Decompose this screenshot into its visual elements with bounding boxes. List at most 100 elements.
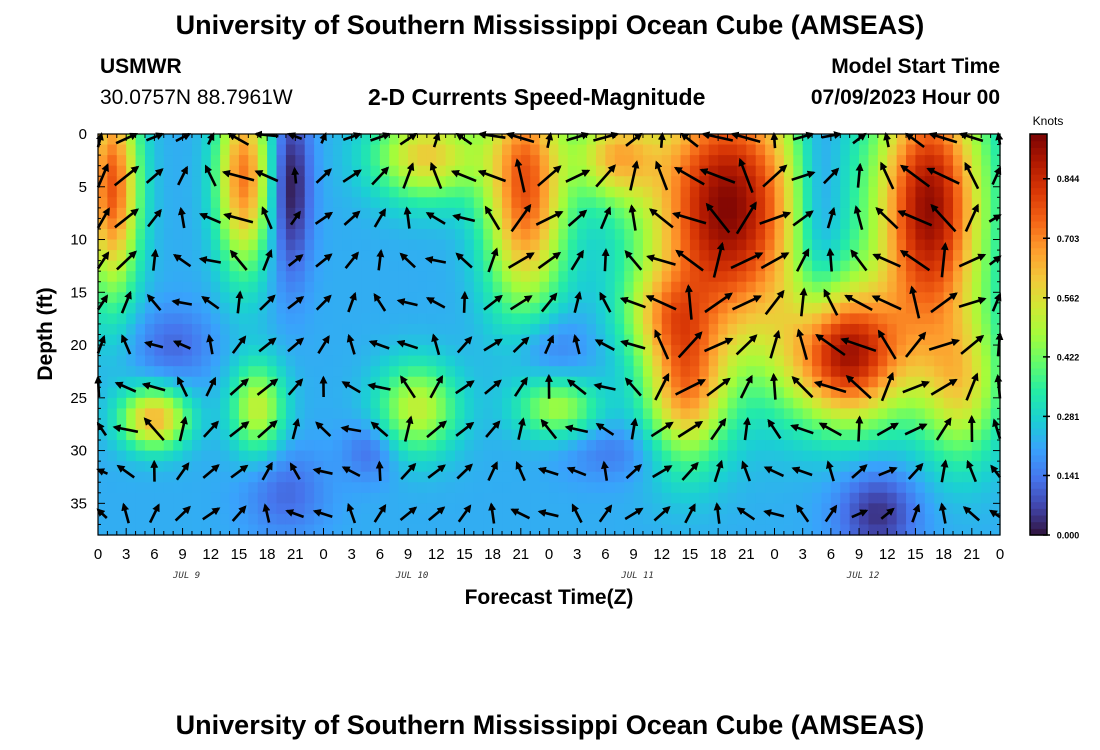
heatmap-cell <box>210 292 221 304</box>
heatmap-cell <box>314 165 325 177</box>
heatmap-cell <box>906 461 917 473</box>
heatmap-cell <box>511 292 522 304</box>
heatmap-cell <box>238 281 249 293</box>
heatmap-cell <box>332 429 343 441</box>
current-vector <box>455 252 473 269</box>
heatmap-cell <box>915 313 926 325</box>
heatmap-cell <box>304 376 315 388</box>
heatmap-cell <box>718 429 729 441</box>
heatmap-cell <box>483 302 494 314</box>
heatmap-cell <box>652 418 663 431</box>
heatmap-cell <box>859 323 870 336</box>
heatmap-cell <box>520 387 531 399</box>
heatmap-cell <box>549 503 559 515</box>
heatmap-cell <box>502 144 513 156</box>
heatmap-cell <box>605 334 616 346</box>
heatmap-cell <box>473 471 484 483</box>
heatmap-cell <box>455 239 466 251</box>
colorbar-tick-label: 0.141 <box>1057 471 1080 481</box>
heatmap-cell <box>116 186 127 198</box>
heatmap-cell <box>116 471 127 483</box>
current-vector <box>652 465 673 479</box>
heatmap-cell <box>332 239 343 251</box>
heatmap-cell <box>971 366 982 378</box>
heatmap-cell <box>116 292 127 304</box>
heatmap-cell <box>304 440 315 452</box>
heatmap-cell <box>971 197 982 209</box>
current-vector <box>958 253 987 268</box>
heatmap-cell <box>567 281 578 293</box>
heatmap-cell <box>699 355 710 367</box>
heatmap-cell <box>642 408 653 420</box>
heatmap-cell <box>210 482 221 494</box>
heatmap-cell <box>238 271 249 283</box>
heatmap-cell <box>107 334 118 346</box>
heatmap-cell <box>953 355 964 367</box>
heatmap-cell <box>323 355 334 367</box>
heatmap-cell <box>539 271 550 283</box>
heatmap-cell <box>624 218 635 230</box>
heatmap-cell <box>267 186 278 198</box>
heatmap-cell <box>144 366 155 378</box>
heatmap-cell <box>708 471 719 483</box>
heatmap-cell <box>464 176 475 188</box>
heatmap-cell <box>774 134 785 146</box>
heatmap-cell <box>502 471 513 483</box>
heatmap-cell <box>549 397 559 409</box>
heatmap-cell <box>877 250 888 262</box>
heatmap-cell <box>934 281 945 293</box>
heatmap-cell <box>689 302 700 314</box>
colorbar-segment <box>1030 194 1047 202</box>
heatmap-cell <box>210 345 221 357</box>
heatmap-cell <box>361 281 372 293</box>
heatmap-cell <box>624 492 635 504</box>
heatmap-cell <box>520 165 531 177</box>
heatmap-cell <box>426 144 437 156</box>
heatmap-cell <box>868 313 879 325</box>
heatmap-cell <box>981 376 992 388</box>
heatmap-cell <box>595 503 606 515</box>
heatmap-cell <box>718 345 729 357</box>
heatmap-cell <box>116 197 127 209</box>
heatmap-cell <box>436 144 447 156</box>
heatmap-cell <box>624 134 635 146</box>
heatmap-cell <box>201 503 212 515</box>
heatmap-cell <box>661 260 672 272</box>
heatmap-cell <box>755 492 766 504</box>
heatmap-cell <box>492 482 503 494</box>
heatmap-cell <box>783 228 794 241</box>
heatmap-cell <box>107 228 118 241</box>
heatmap-cell <box>915 239 926 251</box>
heatmap-cell <box>577 155 588 167</box>
heatmap-cell <box>774 345 785 357</box>
heatmap-cell <box>511 440 522 452</box>
heatmap-cell <box>887 323 898 336</box>
heatmap-cell <box>990 302 1001 314</box>
heatmap-cell <box>746 492 757 504</box>
heatmap-cell <box>314 271 325 283</box>
heatmap-cell <box>361 165 372 177</box>
heatmap-cell <box>257 260 268 272</box>
heatmap-cell <box>389 302 400 314</box>
heatmap-cell <box>708 144 719 156</box>
current-vector <box>564 424 589 434</box>
heatmap-cell <box>502 186 513 198</box>
heatmap-cell <box>361 155 372 167</box>
heatmap-cell <box>567 218 578 230</box>
heatmap-cell <box>351 482 362 494</box>
heatmap-cell <box>163 165 174 177</box>
heatmap-cell <box>285 165 296 177</box>
heatmap-cell <box>736 271 747 283</box>
heatmap-cell <box>990 492 1001 504</box>
heatmap-cell <box>924 313 935 325</box>
heatmap-cell <box>248 355 259 367</box>
heatmap-cell <box>990 513 1001 526</box>
heatmap-cell <box>539 366 550 378</box>
heatmap-cell <box>492 355 503 367</box>
heatmap-cell <box>436 292 447 304</box>
heatmap-cell <box>680 366 691 378</box>
current-vector <box>796 504 810 523</box>
heatmap-cell <box>577 323 588 336</box>
current-vector <box>673 166 705 186</box>
heatmap-cell <box>727 418 738 431</box>
